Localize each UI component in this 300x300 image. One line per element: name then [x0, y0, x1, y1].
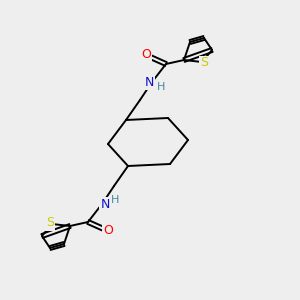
Text: S: S [46, 217, 54, 230]
Text: N: N [100, 197, 110, 211]
Text: S: S [200, 56, 208, 70]
Text: O: O [103, 224, 113, 238]
Text: O: O [141, 49, 151, 62]
Text: H: H [111, 195, 119, 205]
Text: N: N [144, 76, 154, 88]
Text: H: H [157, 82, 165, 92]
